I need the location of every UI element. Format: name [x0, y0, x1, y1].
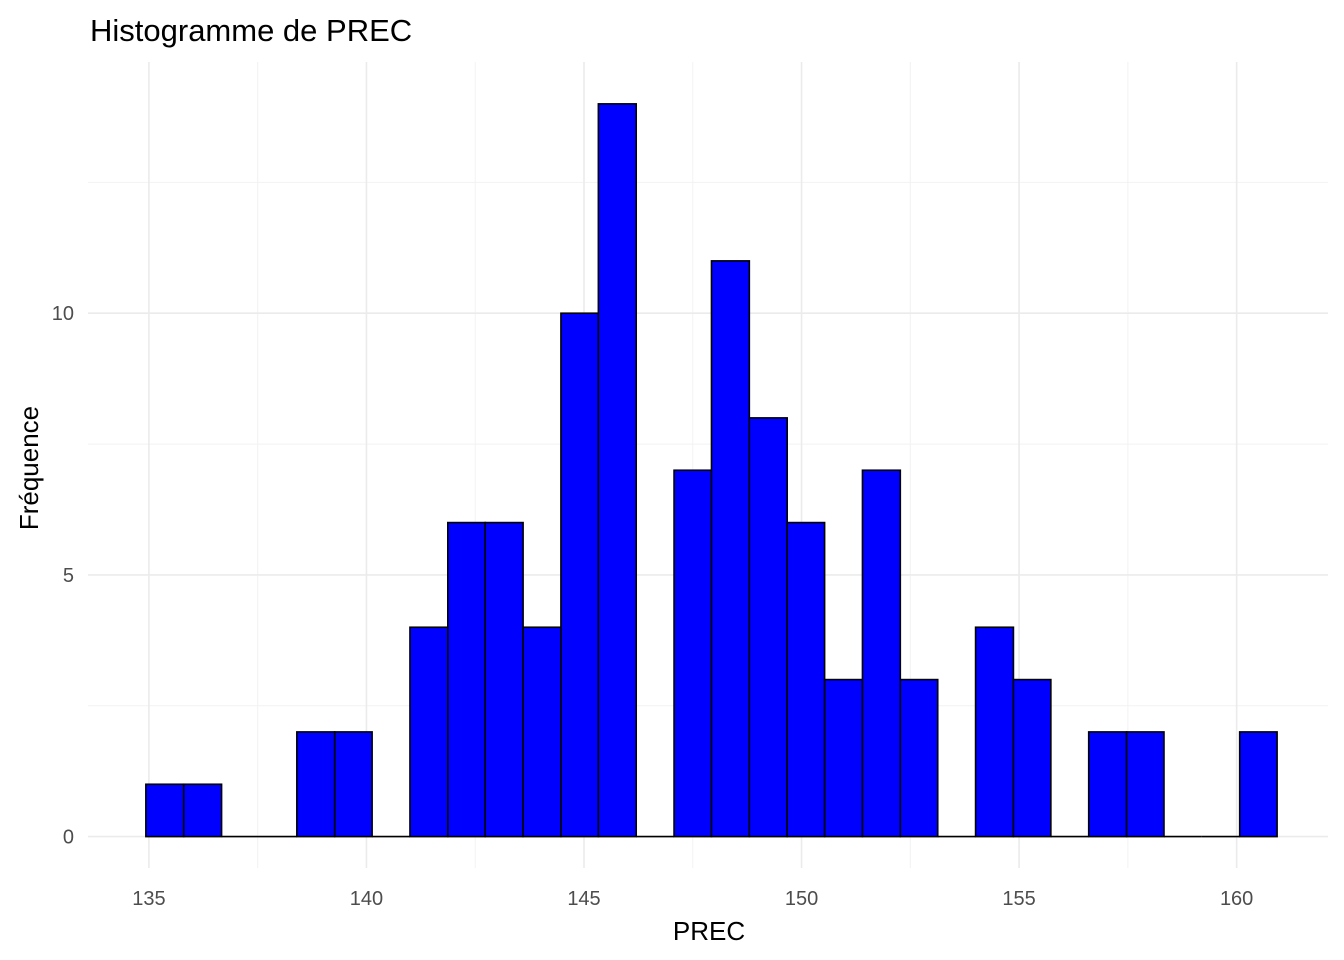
histogram-bar: [522, 626, 562, 838]
histogram-bar: [333, 731, 373, 838]
histogram-bar: [673, 469, 713, 838]
histogram-bar: [484, 521, 524, 838]
histogram-bar: [597, 103, 638, 838]
histogram-bar: [145, 783, 185, 838]
x-tick-label: 140: [350, 888, 383, 910]
histogram-bar: [710, 260, 751, 838]
x-tick-label: 150: [785, 888, 818, 910]
histogram-bar: [409, 626, 449, 838]
y-tick-label: 5: [63, 565, 74, 587]
histogram-bar: [182, 783, 223, 838]
histogram-bar: [786, 521, 826, 838]
histogram-bar: [823, 678, 864, 838]
histogram-bar: [974, 626, 1015, 838]
histogram-bar: [560, 312, 600, 838]
y-axis-title: Fréquence: [14, 406, 44, 530]
x-tick-label: 155: [1002, 888, 1035, 910]
x-axis-tick-labels: 135 140 145 150 155 160: [132, 888, 1253, 910]
histogram-bar: [447, 521, 487, 838]
histogram-bar: [861, 469, 902, 838]
x-tick-label: 160: [1220, 888, 1253, 910]
x-axis-title: PREC: [673, 916, 745, 946]
y-tick-label: 10: [52, 303, 74, 325]
histogram-bar: [1012, 678, 1052, 838]
histogram-bar: [296, 731, 336, 838]
y-axis-tick-labels: 0 5 10: [52, 303, 74, 848]
histogram-bars: [145, 103, 1278, 838]
x-tick-label: 135: [132, 888, 165, 910]
histogram-bar: [1238, 731, 1278, 838]
histogram-bar: [748, 417, 788, 838]
y-tick-label: 0: [63, 827, 74, 849]
chart-title: Histogramme de PREC: [90, 13, 412, 48]
histogram-bar: [899, 678, 939, 838]
x-tick-label: 145: [567, 888, 600, 910]
histogram-bar: [1087, 731, 1128, 838]
histogram-bar: [1125, 731, 1165, 838]
